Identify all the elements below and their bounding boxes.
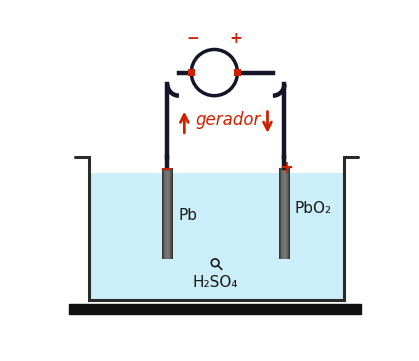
Text: +: + xyxy=(230,31,242,47)
Bar xyxy=(162,168,163,259)
Text: PbO₂: PbO₂ xyxy=(295,201,331,217)
Text: +: + xyxy=(279,159,293,177)
Bar xyxy=(170,168,171,259)
Bar xyxy=(284,168,285,259)
Bar xyxy=(163,168,164,259)
Bar xyxy=(168,168,169,259)
Text: −: − xyxy=(159,159,173,177)
Circle shape xyxy=(191,49,238,96)
Bar xyxy=(280,168,281,259)
Bar xyxy=(285,168,286,259)
Text: Pb: Pb xyxy=(179,208,198,223)
Bar xyxy=(286,168,287,259)
Bar xyxy=(164,168,165,259)
Bar xyxy=(165,168,166,259)
Text: gerador: gerador xyxy=(196,111,261,129)
Bar xyxy=(281,168,282,259)
Bar xyxy=(283,168,284,259)
Bar xyxy=(172,168,173,259)
Bar xyxy=(169,168,170,259)
Bar xyxy=(287,168,288,259)
Bar xyxy=(171,168,172,259)
Bar xyxy=(166,168,167,259)
Bar xyxy=(188,69,195,76)
Text: −: − xyxy=(186,31,199,47)
Bar xyxy=(288,168,289,259)
Polygon shape xyxy=(89,173,344,300)
Bar xyxy=(167,168,168,259)
Bar xyxy=(234,69,241,76)
Text: H₂SO₄: H₂SO₄ xyxy=(192,274,238,290)
Bar xyxy=(279,168,280,259)
Bar xyxy=(69,304,362,314)
Bar xyxy=(289,168,290,259)
Bar xyxy=(282,168,283,259)
